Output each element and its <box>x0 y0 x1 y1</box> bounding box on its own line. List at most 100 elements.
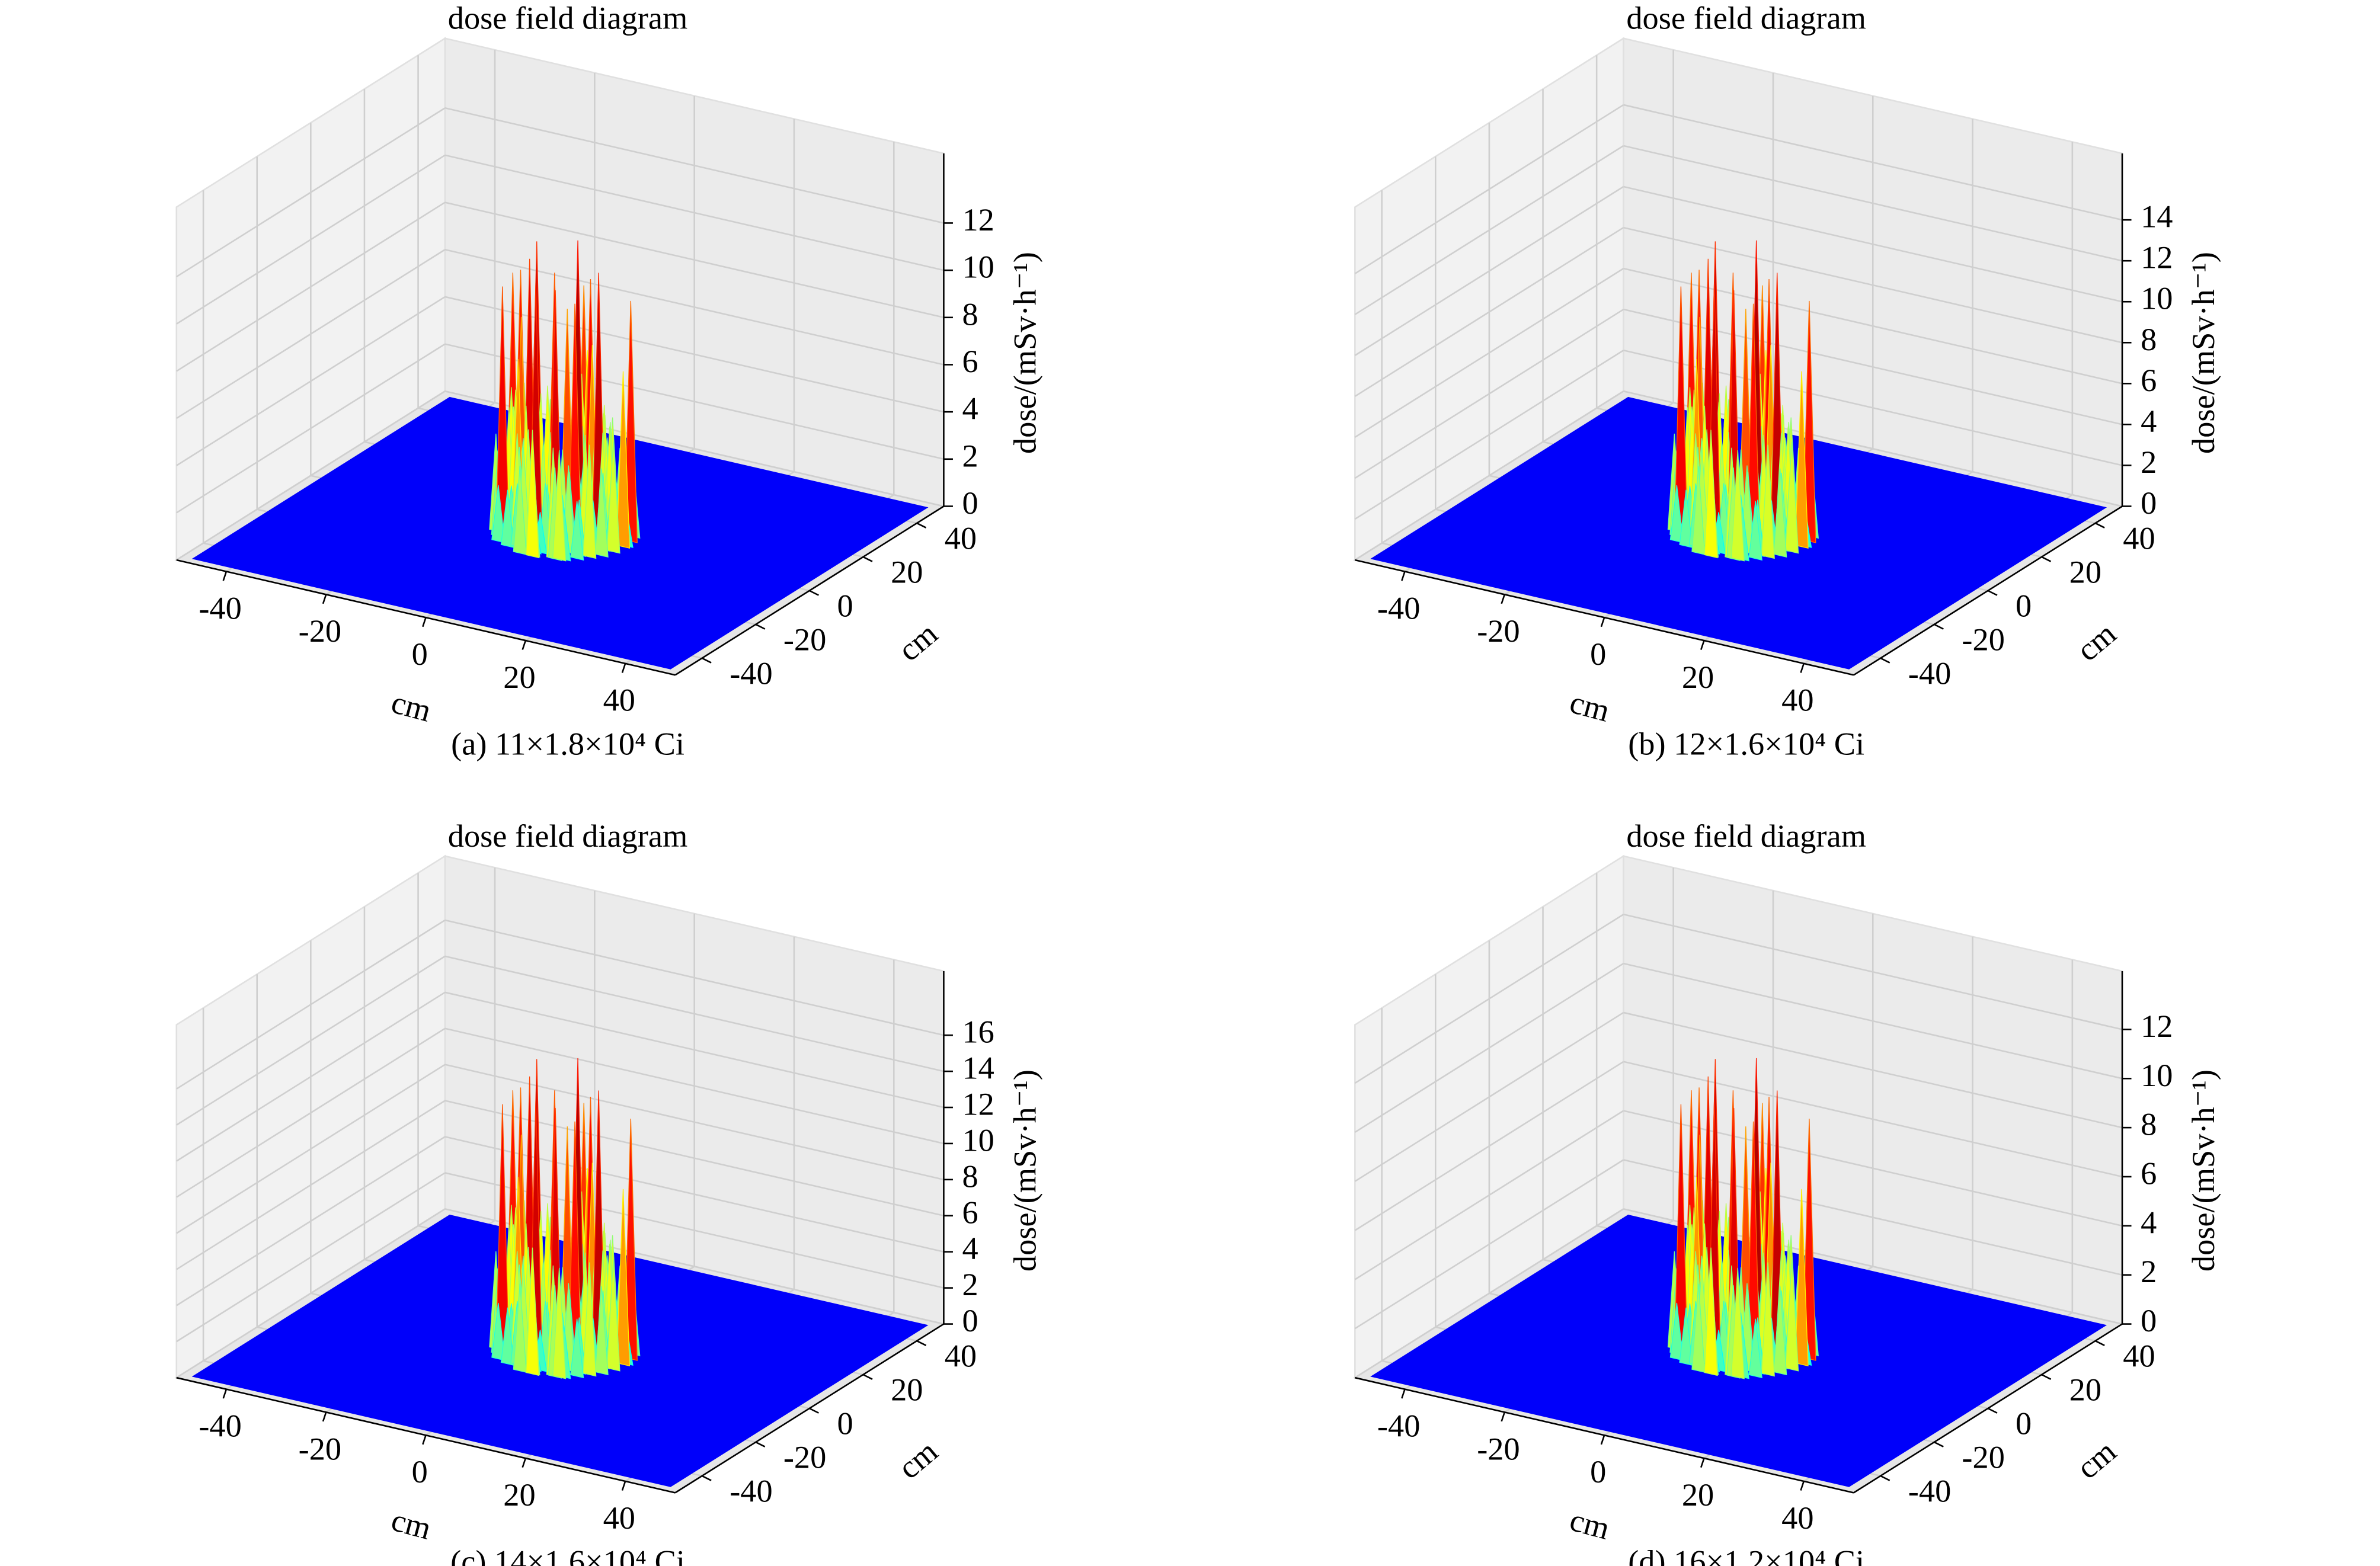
grid-line <box>444 955 944 1072</box>
subplot: -40-2002040-40-2002040024681012dose/(mSv… <box>1353 818 2221 1566</box>
grid-line <box>1354 350 1624 520</box>
grid-line <box>1354 226 1624 397</box>
x-tick-label: -40 <box>1377 1408 1420 1443</box>
grid-line <box>176 107 446 278</box>
surface-spike <box>1794 371 1809 549</box>
surface-spike <box>616 371 631 549</box>
y-tick-label: 20 <box>2069 1372 2101 1408</box>
x-tick <box>621 1481 626 1491</box>
grid-line <box>176 343 446 514</box>
y-tick <box>809 590 819 596</box>
grid-line <box>444 201 944 319</box>
grid-line <box>1354 185 1624 356</box>
y-tick-label: -40 <box>1908 655 1951 691</box>
x-axis-label: cm <box>1566 1502 1614 1546</box>
z-tick-label: 10 <box>962 249 994 285</box>
x-tick-label: 20 <box>1682 659 1714 695</box>
surface-spike <box>491 485 506 543</box>
x-tick <box>522 1458 527 1468</box>
grid-line <box>1623 1061 2123 1178</box>
z-tick-label: 6 <box>962 1194 978 1230</box>
surface-spike <box>1784 1259 1799 1372</box>
y-tick-label: -40 <box>730 1473 772 1509</box>
z-tick-label: 10 <box>2141 281 2173 316</box>
grid-line <box>1354 962 1624 1133</box>
surface-spike <box>1730 1267 1745 1379</box>
surface-spike <box>570 501 584 561</box>
subplot: -40-2002040-40-2002040024681012dose/(mSv… <box>174 1 1042 761</box>
y-tick <box>702 1475 712 1481</box>
z-tick-label: 10 <box>2141 1058 2173 1093</box>
y-tick <box>862 556 873 562</box>
y-tick <box>1880 657 1890 664</box>
y-tick-label: -40 <box>730 655 772 691</box>
y-axis-label: cm <box>891 1433 944 1486</box>
z-tick-label: 4 <box>962 1231 978 1266</box>
y-tick-label: -40 <box>1908 1473 1951 1509</box>
z-tick-label: 12 <box>962 202 994 238</box>
y-axis-label: cm <box>2070 616 2123 668</box>
x-tick-label: 40 <box>603 1500 635 1536</box>
z-tick-label: 8 <box>2141 322 2157 357</box>
grid-line <box>176 1136 446 1306</box>
y-tick <box>702 657 712 664</box>
subplot: -40-2002040-40-20020400246810121416dose/… <box>174 818 1042 1566</box>
y-axis-label: cm <box>2070 1433 2123 1486</box>
grid-line <box>444 919 944 1036</box>
surface-spike <box>1679 1307 1693 1366</box>
surface-spike <box>606 441 620 554</box>
x-tick <box>1401 1389 1406 1399</box>
grid-line <box>1354 1110 1624 1280</box>
z-tick-label: 4 <box>2141 1205 2157 1240</box>
x-tick <box>1501 594 1506 604</box>
z-tick-label: 14 <box>962 1051 994 1086</box>
grid-line <box>176 991 446 1162</box>
grid-line <box>444 107 944 224</box>
chart-caption: (a) 11×1.8×10⁴ Ci <box>451 726 684 761</box>
z-tick-label: 8 <box>962 296 978 332</box>
surface-spike <box>1773 1286 1787 1376</box>
grid-line <box>1354 104 1624 274</box>
y-tick-label: 0 <box>837 1406 853 1442</box>
z-axis-label: dose/(mSv·h⁻¹) <box>2186 252 2221 454</box>
y-tick-label: 20 <box>891 554 923 590</box>
grid-line <box>1623 913 2123 1030</box>
x-tick-label: 0 <box>1590 1454 1606 1490</box>
x-tick <box>1600 617 1605 627</box>
surface-spike <box>513 466 527 555</box>
x-tick <box>1501 1412 1506 1422</box>
y-tick <box>1987 1407 1998 1414</box>
grid-line <box>1623 226 2123 344</box>
surface-spike <box>1704 1247 1718 1376</box>
x-tick <box>1800 663 1805 673</box>
y-tick <box>862 1373 873 1380</box>
x-tick-label: 40 <box>603 683 635 718</box>
z-tick-label: 16 <box>962 1014 994 1050</box>
grid-line <box>1354 268 1624 438</box>
chart-caption: (d) 16×1.2×10⁴ Ci <box>1628 1544 1864 1566</box>
x-tick-label: -20 <box>299 613 341 649</box>
surface-spike <box>1794 1189 1809 1367</box>
surface-spike <box>570 1318 584 1379</box>
chart-title: dose field diagram <box>1626 818 1866 854</box>
grid-line <box>1623 185 2123 303</box>
y-tick <box>1934 623 1944 630</box>
surface-spike <box>1773 468 1787 558</box>
y-tick <box>1880 1475 1890 1481</box>
z-tick-label: 4 <box>2141 403 2157 439</box>
x-tick-label: -20 <box>299 1431 341 1466</box>
surface-spike <box>1730 450 1745 562</box>
x-tick-label: -40 <box>199 1408 241 1443</box>
z-tick-label: 2 <box>962 1267 978 1302</box>
x-axis-label: cm <box>1566 684 1614 729</box>
x-tick-label: 20 <box>1682 1477 1714 1513</box>
x-tick <box>222 571 228 581</box>
x-tick <box>1600 1434 1605 1445</box>
surface-spike <box>500 1307 515 1366</box>
y-tick <box>916 1340 927 1346</box>
z-tick-label: 2 <box>2141 1254 2157 1289</box>
y-tick <box>2095 1340 2105 1346</box>
chart-title: dose field diagram <box>1626 1 1866 36</box>
